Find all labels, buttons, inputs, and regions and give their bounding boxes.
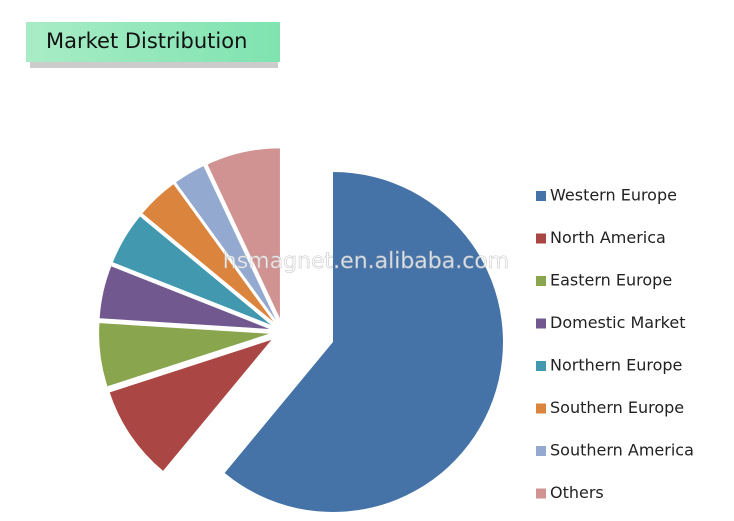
legend-label: Northern Europe: [550, 356, 682, 375]
title-box: [26, 22, 280, 62]
legend-swatch: [536, 276, 546, 286]
legend-swatch: [536, 233, 546, 244]
pie-slice: [109, 339, 272, 471]
chart-title: Market Distribution: [46, 29, 247, 53]
pie-slice: [224, 172, 504, 512]
legend-label: Western Europe: [550, 186, 677, 205]
legend-swatch: [536, 318, 546, 329]
pie-slice: [207, 148, 280, 319]
pie-slice: [99, 266, 270, 329]
legend-label: Domestic Market: [550, 313, 685, 332]
legend-swatch: [536, 361, 546, 371]
legend-swatch: [536, 488, 546, 499]
legend-swatch: [536, 191, 546, 201]
pie-slice: [99, 323, 270, 387]
pie-slice: [142, 184, 274, 322]
legend-label: North America: [550, 228, 666, 247]
watermark: hsmagnet.en.alibaba.com: [223, 249, 509, 274]
legend-label: Southern Europe: [550, 398, 684, 417]
legend-label: Others: [550, 483, 604, 502]
legend-label: Southern America: [550, 441, 694, 460]
pie-slice: [112, 216, 271, 325]
pie: [99, 148, 504, 512]
legend-label: Eastern Europe: [550, 271, 672, 290]
legend-swatch: [536, 446, 546, 456]
legend-swatch: [536, 403, 546, 414]
legend: Western Europe North America Eastern Europ…: [536, 186, 694, 502]
pie-slice: [175, 166, 276, 320]
